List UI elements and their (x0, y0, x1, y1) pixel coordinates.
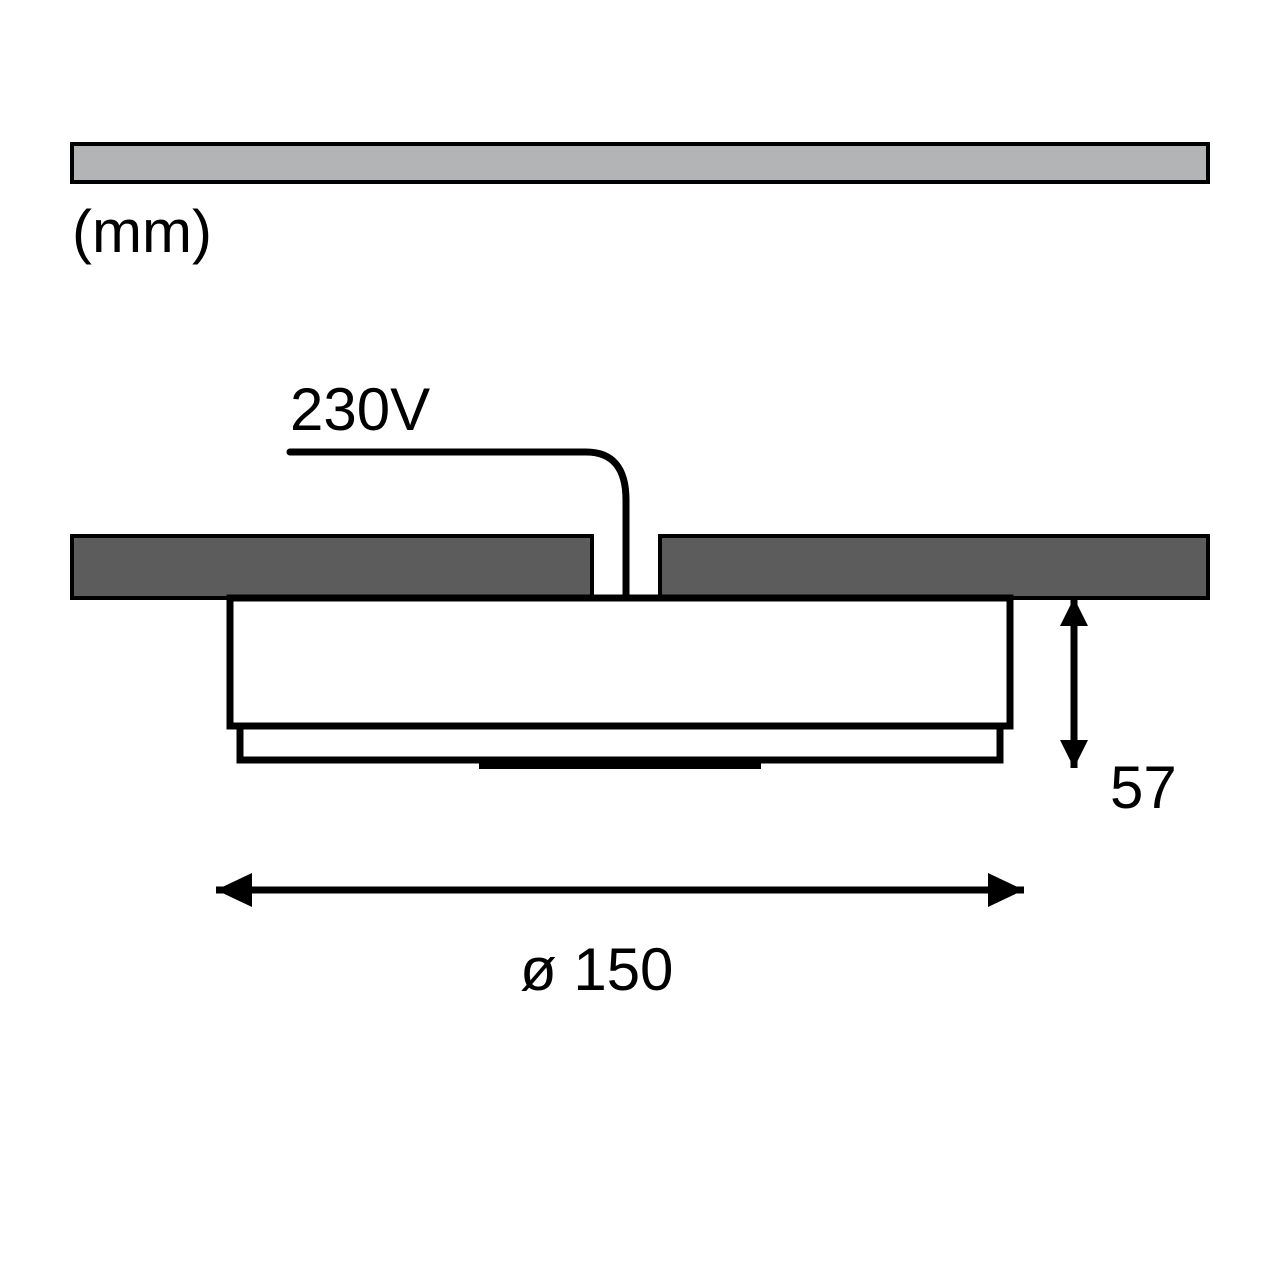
ceiling-slab-left (72, 536, 592, 598)
technical-diagram: (mm) 230V 57 ø 150 (0, 0, 1280, 1280)
diameter-label: ø 150 (520, 936, 673, 1003)
height-value-label: 57 (1110, 754, 1177, 821)
top-reference-bar (72, 144, 1208, 182)
unit-label: (mm) (72, 198, 212, 265)
fixture-body (230, 598, 1010, 726)
fixture-bezel (240, 726, 1000, 760)
voltage-label: 230V (290, 376, 430, 443)
height-dim-arrow-bottom (1060, 740, 1088, 768)
ceiling-slab-right (660, 536, 1208, 598)
width-dim-arrow-right (988, 873, 1024, 907)
fixture-diffuser (480, 760, 760, 768)
width-dim-arrow-left (216, 873, 252, 907)
height-dim-arrow-top (1060, 598, 1088, 626)
